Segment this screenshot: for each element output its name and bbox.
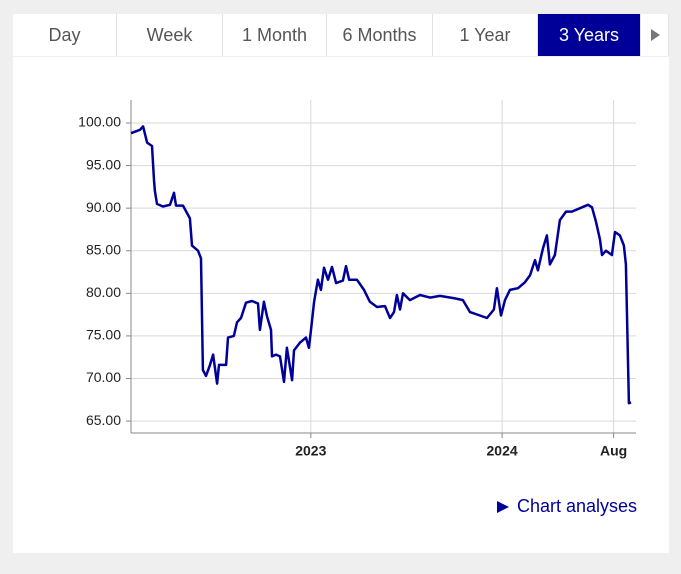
tab[interactable]: 3 Years <box>538 14 641 56</box>
tab[interactable]: 1 Month <box>223 14 327 56</box>
x-tick-label: 2023 <box>295 443 326 459</box>
link-triangle <box>497 500 509 513</box>
arrow-shape <box>651 29 660 41</box>
x-tick-label: 2024 <box>487 443 518 459</box>
link-text: Chart analyses <box>517 496 638 516</box>
price-line <box>130 125 632 405</box>
next-arrow[interactable] <box>641 14 669 56</box>
y-tick-label: 75.00 <box>86 327 121 343</box>
arrow-icon <box>651 29 660 41</box>
tab[interactable]: Week <box>117 14 223 56</box>
y-tick-label: 90.00 <box>86 199 121 215</box>
x-tick-label: Aug <box>600 443 627 459</box>
y-tick-label: 65.00 <box>86 412 121 428</box>
y-tick-label: 95.00 <box>86 156 121 172</box>
tab[interactable]: 6 Months <box>327 14 433 56</box>
chart-analyses-link[interactable]: Chart analyses <box>496 496 637 517</box>
tab-bar: Day Week 1 Month 6 Months 1 Year 3 Years <box>13 14 669 56</box>
tab[interactable]: Day <box>13 14 117 56</box>
y-tick-label: 100.00 <box>78 114 121 130</box>
link-icon <box>497 500 509 513</box>
y-tick-label: 85.00 <box>86 241 121 257</box>
tab[interactable]: 1 Year <box>433 14 538 56</box>
y-tick-label: 70.00 <box>86 369 121 385</box>
panel <box>13 57 669 553</box>
y-tick-label: 80.00 <box>86 284 121 300</box>
